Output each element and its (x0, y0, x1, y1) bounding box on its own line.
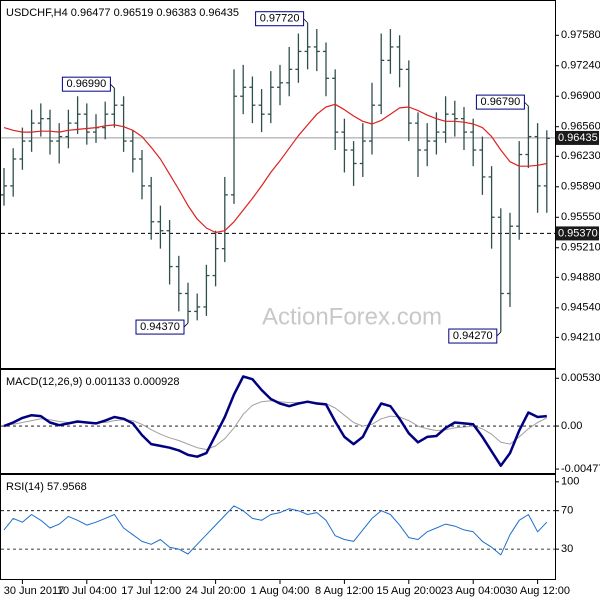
rsi-line (3, 505, 548, 556)
annotation-label: 0.94270 (453, 330, 493, 342)
annotation-leader (303, 18, 308, 24)
price-tag-label: 0.96435 (558, 132, 598, 144)
y-tick-label: -0.004777 (561, 463, 600, 475)
annotation-leader (496, 331, 502, 337)
x-tick-label: 8 Aug 12:00 (315, 585, 374, 597)
x-tick-label: 1 Aug 04:00 (251, 585, 310, 597)
annotation-label: 0.96790 (481, 96, 521, 108)
y-tick-label: 0.96560 (561, 121, 600, 133)
y-tick-label: 0.94210 (561, 331, 600, 343)
panel-title: RSI(14) 57.9568 (6, 481, 87, 493)
y-tick-label: 0.97580 (561, 29, 600, 41)
y-tick-label: 100 (561, 476, 579, 488)
watermark: ActionForex.com (262, 303, 442, 330)
y-tick-label: 0.95550 (561, 211, 600, 223)
panel-title: USDCHF,H4 0.96477 0.96519 0.96383 0.9643… (6, 7, 239, 19)
x-tick-label: 10 Jul 04:00 (57, 585, 117, 597)
annotation-label: 0.96990 (67, 78, 107, 90)
y-tick-label: 0.95890 (561, 181, 600, 193)
annotation-label: 0.94370 (140, 321, 180, 333)
panel-frame (0, 474, 556, 580)
annotation-leader (524, 101, 529, 107)
y-tick-label: 30 (561, 543, 573, 555)
price-tag (556, 226, 599, 241)
x-tick-label: 23 Aug 04:00 (441, 585, 506, 597)
x-tick-label: 15 Aug 20:00 (376, 585, 441, 597)
y-tick-label: 0.94540 (561, 302, 600, 314)
annotation-leader (110, 83, 115, 89)
x-tick-label: 30 Jun 2017 (4, 585, 65, 597)
y-tick-label: 0.97240 (561, 60, 600, 72)
annotation-box (448, 328, 498, 344)
annotation-leader (183, 322, 189, 328)
macd-line (3, 375, 547, 467)
y-tick-label: 0.96230 (561, 150, 600, 162)
annotation-box (255, 11, 305, 27)
y-tick-label: 0.94880 (561, 271, 600, 283)
x-tick-label: 24 Jul 20:00 (186, 585, 246, 597)
annotation-box (135, 319, 185, 335)
moving-average (3, 103, 547, 234)
price-tag-label: 0.95370 (558, 227, 598, 239)
y-tick-label: 0.95210 (561, 242, 600, 254)
y-tick-label: 70 (561, 505, 573, 517)
price-tag (556, 130, 599, 145)
y-tick-label: 0.96900 (561, 90, 600, 102)
annotation-box (475, 94, 525, 110)
x-tick-label: 17 Jul 12:00 (121, 585, 181, 597)
annotation-label: 0.97720 (260, 13, 300, 25)
y-tick-label: 0.00 (561, 420, 582, 432)
y-tick-label: 0.005303 (561, 372, 600, 384)
panel-title: MACD(12,26,9) 0.001133 0.000928 (6, 376, 179, 388)
x-tick-label: 30 Aug 12:00 (505, 585, 570, 597)
panel-frame (0, 369, 556, 474)
annotation-box (61, 76, 111, 92)
panel-frame (0, 0, 556, 369)
